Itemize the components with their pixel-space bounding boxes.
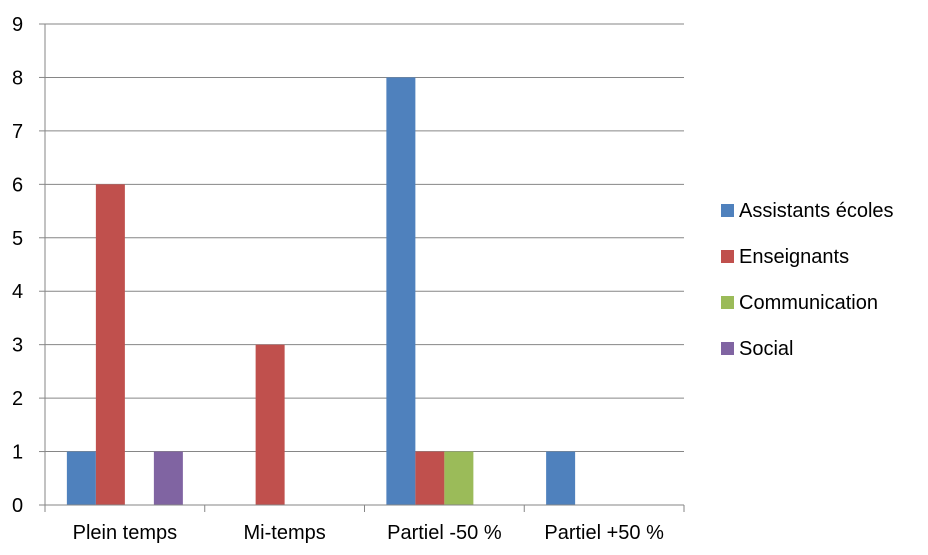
x-tick-label: Mi-temps [244,522,326,544]
x-tick-label: Partiel +50 % [544,522,664,544]
legend-label: Social [739,338,793,360]
y-tick-label: 1 [12,442,23,464]
bar-communication-2 [444,451,474,505]
y-tick-label: 2 [12,388,23,410]
y-tick-label: 0 [12,495,23,517]
bar-assistants-coles-3 [546,451,576,505]
y-tick-label: 5 [12,228,23,250]
bar-enseignants-2 [415,451,445,505]
legend-label: Enseignants [739,246,849,268]
legend-label: Communication [739,292,878,314]
bar-enseignants-1 [255,344,285,505]
legend-label: Assistants écoles [739,200,894,222]
y-tick-label: 8 [12,67,23,89]
bar-assistants-coles-0 [66,451,96,505]
bars [66,77,576,506]
y-tick-label: 3 [12,335,23,357]
legend-swatch [721,296,734,309]
x-tick-label: Partiel -50 % [387,522,502,544]
x-tick-label: Plein temps [73,522,178,544]
legend-swatch [721,342,734,355]
y-tick-label: 7 [12,121,23,143]
legend-swatch [721,250,734,263]
axes: 0 1 2 3 4 5 6 7 8 9 Plein temps Mi-temps Partiel -50… [12,14,685,544]
bar-enseignants-0 [95,184,125,506]
gridlines [45,23,684,453]
y-tick-label: 9 [12,14,23,36]
legend: Assistants écoles Enseignants Communicatio… [721,200,894,360]
legend-swatch [721,204,734,217]
y-tick-label: 6 [12,174,23,196]
bar-assistants-coles-2 [386,77,416,505]
y-tick-label: 4 [12,281,23,303]
bar-social-0 [153,451,183,505]
